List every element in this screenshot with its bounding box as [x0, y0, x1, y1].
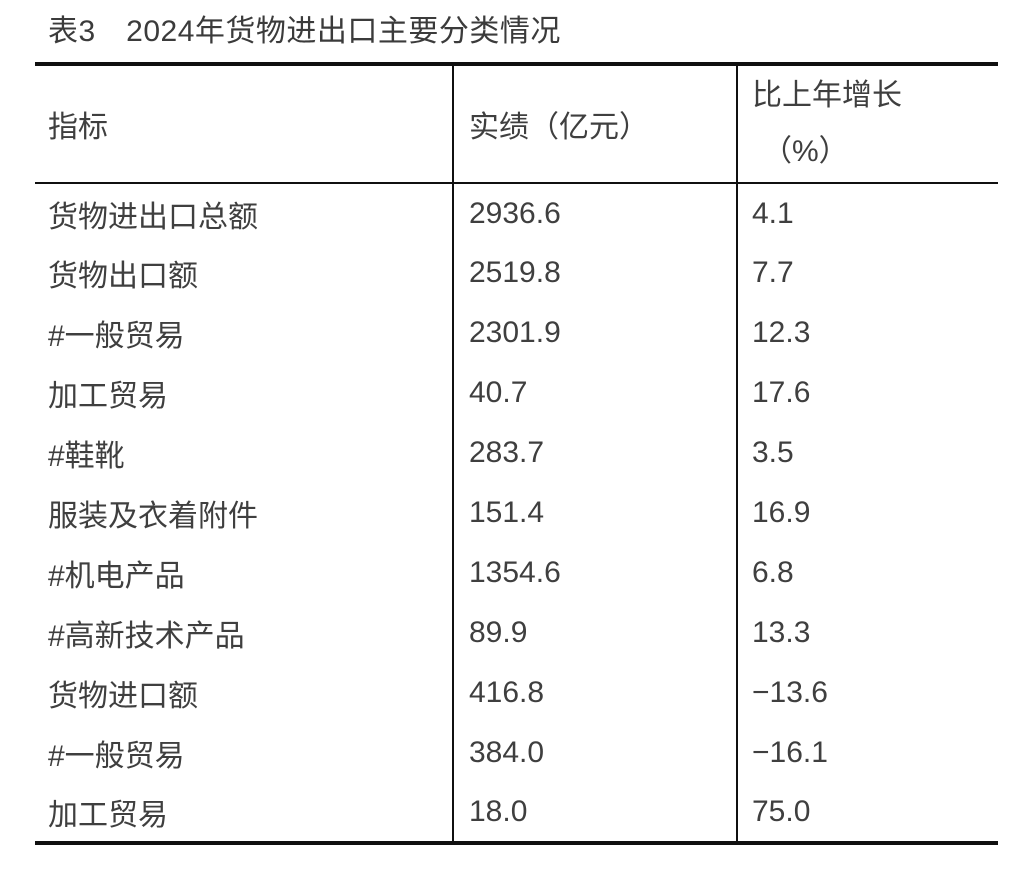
- table-row: #高新技术产品 89.9 13.3: [35, 603, 998, 663]
- header-growth-line2: （%）: [762, 135, 849, 168]
- cell-growth: 3.5: [736, 423, 998, 483]
- table-row: 服装及衣着附件 151.4 16.9: [35, 483, 998, 543]
- table-header: 指标 实绩（亿元） 比上年增长 （%）: [35, 64, 998, 184]
- cell-indicator: 货物进出口总额: [48, 200, 258, 234]
- header-growth: 比上年增长 （%）: [736, 64, 998, 184]
- table-row: 加工贸易 40.7 17.6: [35, 363, 998, 423]
- cell-value: 18.0: [452, 783, 737, 843]
- table-row: #一般贸易 384.0 −16.1: [35, 723, 998, 783]
- cell-indicator: #一般贸易: [48, 320, 185, 353]
- table-caption: 表3 2024年货物进出口主要分类情况: [48, 15, 561, 48]
- header-row: 指标 实绩（亿元） 比上年增长 （%）: [35, 64, 998, 184]
- table-row: #鞋靴 283.7 3.5: [35, 423, 998, 483]
- cell-value: 283.7: [452, 423, 737, 483]
- header-indicator: 指标: [35, 64, 453, 184]
- cell-value: 384.0: [452, 723, 737, 783]
- cell-growth: 16.9: [736, 483, 998, 543]
- cell-indicator: 货物出口额: [48, 260, 198, 293]
- table-row: #一般贸易 2301.9 12.3: [35, 303, 998, 363]
- cell-value: 40.7: [452, 363, 737, 423]
- cell-growth: 6.8: [736, 543, 998, 603]
- cell-growth: 75.0: [736, 783, 998, 843]
- cell-value: 151.4: [452, 483, 737, 543]
- cell-growth: −13.6: [736, 663, 998, 723]
- cell-value: 2936.6: [452, 183, 737, 243]
- table-row: 加工贸易 18.0 75.0: [35, 783, 998, 843]
- cell-indicator: #一般贸易: [48, 740, 185, 773]
- cell-growth: 12.3: [736, 303, 998, 363]
- cell-value: 2301.9: [452, 303, 737, 363]
- cell-indicator: 加工贸易: [48, 380, 168, 413]
- cell-growth: 17.6: [736, 363, 998, 423]
- header-value: 实绩（亿元）: [452, 64, 737, 184]
- cell-indicator: 货物进口额: [48, 680, 198, 713]
- cell-growth: 7.7: [736, 243, 998, 303]
- cell-indicator: #高新技术产品: [48, 620, 245, 653]
- cell-value: 416.8: [452, 663, 737, 723]
- cell-indicator: 服装及衣着附件: [48, 500, 258, 533]
- cell-growth: 4.1: [736, 183, 998, 243]
- cell-indicator: #机电产品: [48, 560, 185, 593]
- trade-classification-table: 指标 实绩（亿元） 比上年增长 （%） 货物进出口总额 2936.6 4.1 货物出口…: [35, 62, 998, 845]
- cell-value: 89.9: [452, 603, 737, 663]
- cell-indicator: #鞋靴: [48, 440, 125, 473]
- cell-indicator: 加工贸易: [48, 799, 168, 832]
- table-row: 货物进出口总额 2936.6 4.1: [35, 183, 998, 243]
- table-body: 货物进出口总额 2936.6 4.1 货物出口额 2519.8 7.7 #一般贸易 2301.…: [35, 183, 998, 843]
- table-row: #机电产品 1354.6 6.8: [35, 543, 998, 603]
- table-row: 货物出口额 2519.8 7.7: [35, 243, 998, 303]
- table-row: 货物进口额 416.8 −13.6: [35, 663, 998, 723]
- cell-growth: 13.3: [736, 603, 998, 663]
- header-growth-line1: 比上年增长: [752, 79, 902, 112]
- cell-value: 2519.8: [452, 243, 737, 303]
- cell-value: 1354.6: [452, 543, 737, 603]
- cell-growth: −16.1: [736, 723, 998, 783]
